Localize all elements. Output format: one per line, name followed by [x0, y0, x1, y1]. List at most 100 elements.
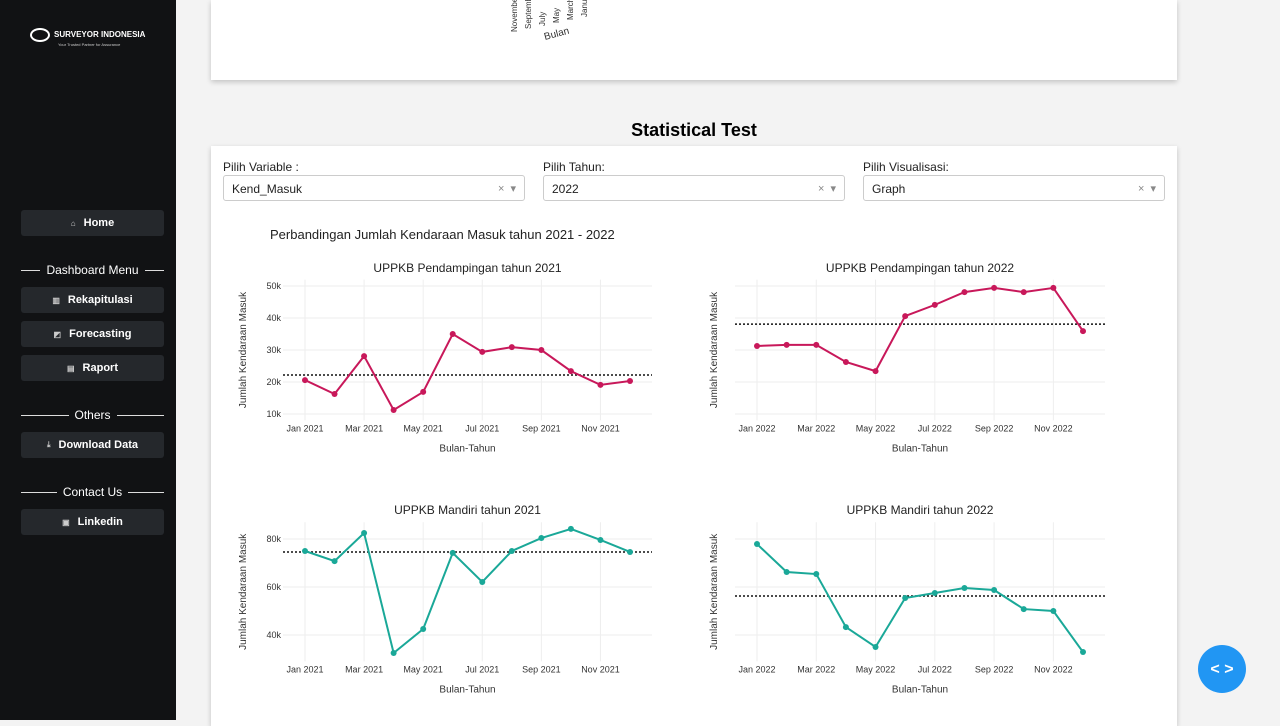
point — [390, 650, 397, 656]
point — [538, 347, 545, 353]
point — [597, 381, 604, 388]
logo-text: SURVEYOR INDONESIA — [54, 30, 146, 40]
point — [302, 548, 308, 554]
x-tick-label: Mar 2021 — [345, 664, 383, 674]
y-tick-label: 10k — [266, 409, 281, 419]
point — [390, 407, 397, 413]
select-value: Kend_Masuk — [232, 182, 303, 196]
x-tick-label: Jul 2022 — [918, 664, 952, 674]
point — [1080, 649, 1086, 656]
section-header: Others — [21, 408, 164, 422]
chart-title: UPPKB Mandiri tahun 2021 — [394, 503, 541, 517]
tick-label: November — [510, 0, 519, 32]
y-axis-title: Jumlah Kendaraan Masuk — [238, 533, 249, 650]
point — [872, 644, 879, 650]
tick-label: May — [552, 8, 561, 23]
x-tick-label: Nov 2021 — [581, 423, 620, 433]
x-tick-label: May 2022 — [856, 423, 896, 433]
button-label: Home — [83, 217, 115, 229]
x-tick-label: Jul 2022 — [918, 423, 952, 433]
y-tick-label: 40k — [266, 630, 281, 640]
point — [902, 313, 909, 320]
filter-select[interactable]: Kend_Masuk × ▾ — [223, 175, 525, 201]
point — [961, 584, 968, 591]
point — [449, 331, 456, 337]
y-tick-label: 30k — [266, 345, 281, 355]
point — [754, 541, 760, 548]
line — [304, 527, 631, 655]
filter-select[interactable]: 2022 × ▾ — [543, 175, 845, 201]
tagline: Your Trusted Partner for Assurance — [58, 42, 121, 47]
y-tick-label: 40k — [266, 313, 281, 323]
point — [508, 344, 515, 351]
tick-label: March — [566, 0, 575, 20]
point — [902, 595, 909, 602]
point — [1050, 608, 1057, 614]
line — [756, 543, 1084, 653]
y-axis-title: Jumlah Kendaraan Masuk — [709, 291, 720, 408]
section-title: Dashboard Menu — [46, 263, 139, 277]
axis-title: Bulan — [543, 26, 571, 43]
section-title: Contact Us — [62, 485, 123, 499]
point — [567, 368, 574, 375]
point — [420, 388, 427, 395]
x-tick-label: Sep 2021 — [522, 423, 561, 433]
logo: SURVEYOR INDONESIA Your Trusted Partner f… — [30, 28, 145, 47]
chart-title: UPPKB Mandiri tahun 2022 — [847, 503, 994, 517]
top-card — [211, 0, 1177, 80]
button-label: Raport — [82, 362, 118, 374]
point — [754, 343, 760, 349]
point — [361, 353, 368, 360]
x-axis-title: Bulan-Tahun — [439, 443, 495, 454]
point — [567, 525, 574, 532]
y-axis-title: Jumlah Kendaraan Masuk — [238, 291, 249, 408]
point — [842, 624, 849, 631]
menu-button[interactable]: ⤓ Download Data — [21, 432, 164, 458]
point — [361, 530, 368, 536]
point — [783, 341, 790, 348]
x-tick-label: Nov 2021 — [581, 664, 620, 674]
menu-button[interactable]: ▥ Rekapitulasi — [21, 287, 164, 313]
x-tick-label: Sep 2022 — [975, 423, 1014, 433]
x-tick-label: May 2021 — [403, 664, 443, 674]
x-axis-title: Bulan-Tahun — [892, 443, 948, 454]
y-axis-title: Jumlah Kendaraan Masuk — [709, 533, 720, 650]
x-tick-label: Mar 2021 — [345, 423, 383, 433]
menu-button[interactable]: ▤ Raport — [21, 355, 164, 381]
x-tick-label: Jul 2021 — [465, 664, 499, 674]
select-value: 2022 — [552, 182, 579, 196]
point — [931, 301, 938, 308]
code-toggle[interactable] — [1198, 645, 1246, 693]
point — [627, 548, 633, 555]
home-button[interactable]: ⌂ Home — [21, 210, 164, 236]
point — [931, 590, 938, 596]
sidebar: SURVEYOR INDONESIA Your Trusted Partner f… — [0, 0, 176, 720]
y-tick-label: 60k — [266, 582, 281, 592]
point — [1020, 606, 1027, 613]
x-tick-label: May 2021 — [403, 423, 443, 433]
point — [842, 359, 849, 365]
tick-label: July — [538, 12, 547, 26]
x-tick-label: Jan 2022 — [738, 664, 775, 674]
filter-label: Pilih Variable : — [223, 160, 299, 174]
tick-label: January — [580, 0, 589, 17]
x-tick-label: Nov 2022 — [1034, 664, 1073, 674]
select-value: Graph — [872, 182, 906, 196]
point — [783, 569, 790, 575]
x-tick-label: Mar 2022 — [797, 423, 835, 433]
x-tick-label: Nov 2022 — [1034, 423, 1073, 433]
filter-select[interactable]: Graph × ▾ — [863, 175, 1165, 201]
x-tick-label: Jan 2022 — [738, 423, 775, 433]
button-label: Linkedin — [77, 516, 123, 528]
line — [304, 332, 631, 412]
filter-label: Pilih Tahun: — [543, 160, 605, 174]
section-title: Others — [74, 408, 111, 422]
figure-title: Perbandingan Jumlah Kendaraan Masuk tahu… — [270, 227, 615, 242]
menu-button[interactable]: ◩ Forecasting — [21, 321, 164, 347]
point — [961, 289, 968, 296]
menu-button[interactable]: ▣ Linkedin — [21, 509, 164, 535]
tick-label: September — [524, 0, 533, 29]
point — [991, 284, 998, 291]
section-header: Dashboard Menu — [21, 263, 164, 277]
y-tick-label: 20k — [266, 377, 281, 387]
